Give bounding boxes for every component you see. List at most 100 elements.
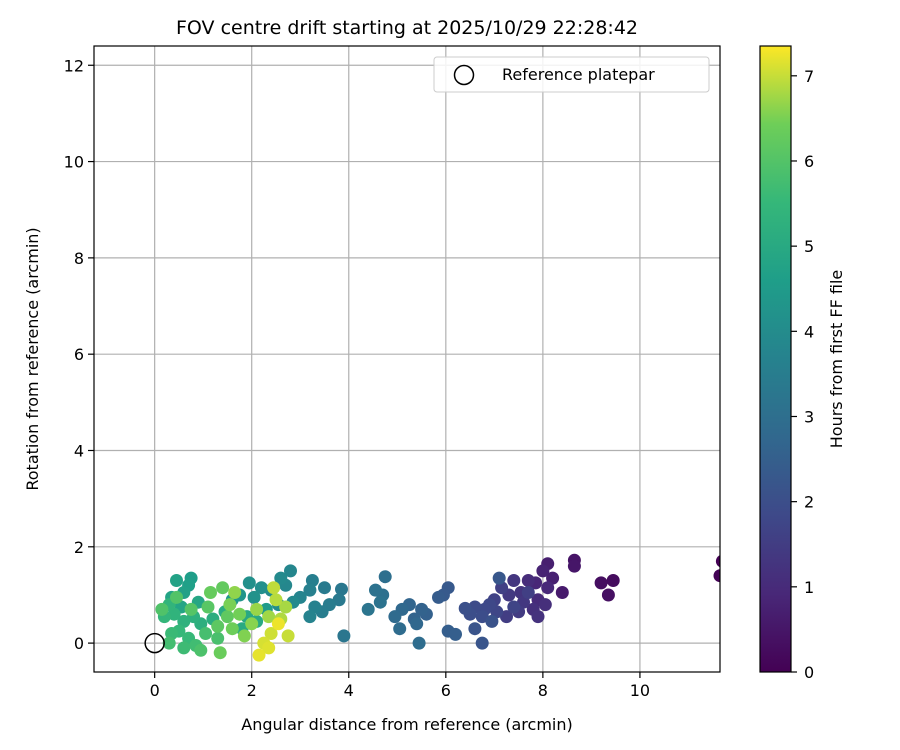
- scatter-point: [475, 610, 489, 624]
- scatter-point: [262, 610, 276, 624]
- y-tick-label: 10: [64, 153, 84, 172]
- scatter-point: [388, 610, 402, 624]
- colorbar-gradient: [760, 46, 791, 672]
- scatter-point: [167, 607, 181, 621]
- x-tick-label: 2: [247, 681, 257, 700]
- colorbar-tick-label: 1: [804, 578, 814, 597]
- scatter-points: [155, 553, 720, 662]
- scatter-point: [199, 627, 213, 640]
- scatter-point: [412, 636, 426, 650]
- scatter-point: [271, 617, 285, 631]
- scatter-point: [284, 564, 297, 578]
- scatter-point: [204, 586, 217, 599]
- scatter-point: [201, 600, 215, 614]
- x-tick-label: 8: [538, 681, 548, 700]
- scatter-point: [264, 627, 278, 640]
- scatter-point: [252, 648, 266, 662]
- colorbar-tick-label: 6: [804, 152, 814, 171]
- x-tick-label: 0: [150, 681, 160, 700]
- scatter-point: [237, 629, 251, 643]
- scatter-point: [262, 641, 276, 655]
- x-axis-ticks: 0 2 4 6 8 10: [150, 672, 650, 700]
- y-axis-ticks: 0 2 4 6 8 10 12: [64, 56, 94, 653]
- scatter-point: [211, 631, 225, 645]
- scatter-point: [194, 643, 208, 657]
- legend-box: [433, 56, 710, 93]
- scatter-point: [225, 622, 239, 636]
- scatter-point: [449, 627, 462, 641]
- scatter-point: [211, 619, 225, 633]
- colorbar-tick-label: 3: [804, 407, 814, 426]
- scatter-point: [228, 586, 242, 599]
- reference-marker-layer: [144, 632, 165, 654]
- scatter-point: [541, 581, 555, 595]
- scatter-point: [521, 574, 535, 587]
- colorbar-tick-label: 0: [804, 663, 814, 682]
- colorbar-frame: [759, 45, 792, 673]
- scatter-point: [274, 571, 288, 585]
- scatter-point: [267, 581, 281, 595]
- scatter-point: [318, 581, 331, 595]
- scatter-point: [233, 607, 247, 621]
- colorbar-tick-label: 5: [804, 237, 814, 256]
- chart-title: FOV centre drift starting at 2025/10/29 …: [176, 17, 638, 39]
- scatter-point: [485, 614, 499, 628]
- scatter-point: [223, 598, 237, 612]
- scatter-point: [468, 622, 482, 636]
- y-tick-label: 2: [74, 538, 84, 557]
- scatter-point: [162, 636, 176, 650]
- scatter-point: [279, 600, 293, 614]
- reference-platepar-marker: [144, 632, 165, 654]
- legend-reference-marker-icon: [453, 64, 475, 86]
- scatter-point: [177, 641, 191, 655]
- scatter-point: [170, 574, 183, 587]
- colorbar-tick-label: 7: [804, 67, 814, 86]
- x-tick-label: 10: [630, 681, 650, 700]
- scatter-point: [155, 602, 169, 616]
- scatter-point: [500, 610, 513, 624]
- x-tick-label: 4: [344, 681, 354, 700]
- scatter-point: [303, 583, 317, 597]
- colorbar-label: Hours from first FF file: [827, 270, 846, 449]
- scatter-point: [332, 593, 346, 607]
- scatter-point: [303, 610, 317, 624]
- scatter-point: [555, 586, 569, 599]
- scatter-point: [250, 602, 264, 616]
- scatter-point: [335, 582, 348, 596]
- scatter-point: [492, 571, 506, 585]
- colorbar-tick-label: 2: [804, 493, 814, 512]
- legend-label-reference-platepar: Reference platepar: [502, 65, 655, 84]
- scatter-point: [606, 574, 620, 587]
- scatter-point: [216, 581, 230, 595]
- y-tick-label: 8: [74, 249, 84, 268]
- scatter-point: [507, 574, 521, 587]
- plot-frame: [93, 45, 721, 673]
- scatter-point: [458, 601, 472, 615]
- scatter-point: [713, 569, 720, 583]
- y-tick-label: 0: [74, 634, 84, 653]
- scatter-point: [393, 622, 407, 636]
- scatter-point: [531, 610, 545, 624]
- scatter-point: [410, 617, 424, 631]
- scatter-point: [369, 583, 382, 597]
- scatter-point: [361, 602, 375, 616]
- y-tick-label: 6: [74, 345, 84, 364]
- scatter-point: [594, 576, 608, 590]
- scatter-point: [213, 646, 227, 660]
- y-tick-label: 4: [74, 441, 84, 460]
- scatter-point: [245, 617, 259, 631]
- scatter-point: [184, 602, 198, 616]
- x-tick-label: 6: [441, 681, 451, 700]
- scatter-point: [601, 588, 615, 602]
- scatter-point: [242, 576, 256, 590]
- scatter-point: [415, 602, 429, 616]
- scatter-point: [517, 595, 530, 609]
- scatter-point: [432, 590, 445, 604]
- scatter-point: [536, 564, 550, 578]
- x-axis-label: Angular distance from reference (arcmin): [241, 715, 572, 734]
- y-tick-label: 12: [64, 56, 84, 75]
- scatter-point: [507, 600, 521, 614]
- scatter-point: [254, 581, 268, 595]
- scatter-point: [220, 610, 234, 624]
